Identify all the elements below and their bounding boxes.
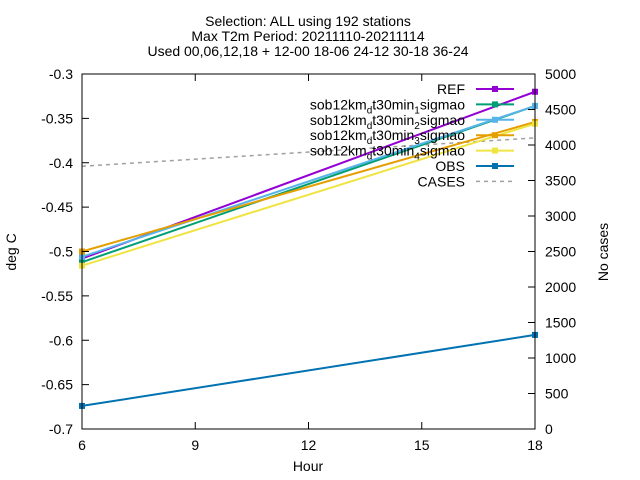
legend-label-part: sob12km — [310, 143, 367, 159]
legend-label-part: 2 — [414, 121, 420, 132]
y-axis-label: deg C — [3, 233, 19, 270]
y-tick-label: -0.6 — [49, 332, 73, 348]
x-tick-label: 18 — [527, 437, 543, 453]
y-tick-label: -0.3 — [49, 66, 73, 82]
legend-label-part: t30min — [372, 143, 414, 159]
y-tick-label: -0.35 — [41, 110, 73, 126]
legend: REFsob12kmdt30min1sigmaosob12kmdt30min2s… — [310, 81, 514, 189]
series-line — [81, 333, 536, 407]
legend-label-part: d — [367, 105, 373, 116]
y-tick-label: -0.5 — [49, 244, 73, 260]
y-tick-label: -0.55 — [41, 288, 73, 304]
legend-label: sob12kmdt30min2sigmao — [310, 112, 465, 132]
axis-ticks: 6 9 12 15 18-0.7-0.65-0.6-0.55-0.5-0.45-0.4-… — [41, 66, 576, 453]
legend-label-part: sigmao — [420, 127, 465, 143]
y-tick-label: -0.65 — [41, 377, 73, 393]
series-lines — [79, 88, 538, 409]
legend-marker — [492, 86, 498, 92]
y2-tick-label: 2000 — [545, 279, 576, 295]
legend-label-part: t30min — [372, 112, 414, 128]
x-axis-label: Hour — [293, 458, 324, 474]
x-tick-label: 6 — [78, 437, 86, 453]
legend-label: sob12kmdt30min4sigmao — [310, 143, 465, 163]
legend-label-part: sob12km — [310, 112, 367, 128]
legend-label-part: sigmao — [420, 112, 465, 128]
legend-marker — [492, 132, 498, 139]
series-line — [81, 122, 536, 267]
legend-label-part: 1 — [414, 105, 420, 116]
legend-label-part: sob12km — [310, 127, 367, 143]
y2-tick-label: 4000 — [545, 137, 576, 153]
legend-label-part: 3 — [414, 136, 420, 147]
legend-marker — [492, 101, 498, 108]
y2-tick-label: 1500 — [545, 315, 576, 331]
legend-label-part: d — [367, 121, 373, 132]
title-line: Selection: ALL using 192 stations — [205, 13, 411, 29]
legend-label: sob12kmdt30min3sigmao — [310, 127, 465, 147]
series-line — [81, 120, 536, 253]
series-line — [81, 105, 536, 258]
legend-marker — [492, 147, 498, 154]
x-tick-label: 9 — [191, 437, 199, 453]
x-tick-label: 15 — [414, 437, 430, 453]
y2-tick-label: 500 — [545, 386, 569, 402]
legend-label-part: sigmao — [420, 143, 465, 159]
title-line: Max T2m Period: 20211110-20211114 — [191, 28, 424, 44]
legend-label-part: d — [367, 136, 373, 147]
legend-label-part: t30min — [372, 127, 414, 143]
legend-marker — [492, 163, 498, 169]
y2-tick-label: 5000 — [545, 66, 576, 82]
y-tick-label: -0.7 — [49, 421, 73, 437]
legend-label-part: sob12km — [310, 96, 367, 112]
legend-label: REF — [437, 81, 465, 97]
y2-tick-label: 3000 — [545, 208, 576, 224]
title-line: Used 00,06,12,18 + 12-00 18-06 24-12 30-… — [147, 43, 468, 59]
y-tick-label: -0.4 — [49, 155, 73, 171]
y2-tick-label: 1000 — [545, 350, 576, 366]
legend-label-part: sigmao — [420, 96, 465, 112]
legend-label-part: t30min — [372, 96, 414, 112]
legend-label: sob12kmdt30min1sigmao — [310, 96, 465, 116]
x-tick-label: 12 — [301, 437, 317, 453]
y2-tick-label: 2500 — [545, 244, 576, 260]
legend-label: CASES — [418, 173, 465, 189]
y-tick-label: -0.45 — [41, 199, 73, 215]
legend-label-part: d — [367, 152, 373, 163]
y2-axis-label: No cases — [595, 223, 611, 281]
legend-marker — [492, 116, 498, 123]
legend-label: OBS — [435, 158, 465, 174]
y2-tick-label: 3500 — [545, 173, 576, 189]
y2-tick-label: 4500 — [545, 102, 576, 118]
y2-tick-label: 0 — [545, 421, 553, 437]
legend-label-part: 4 — [414, 152, 420, 163]
plot-frame — [81, 73, 536, 430]
